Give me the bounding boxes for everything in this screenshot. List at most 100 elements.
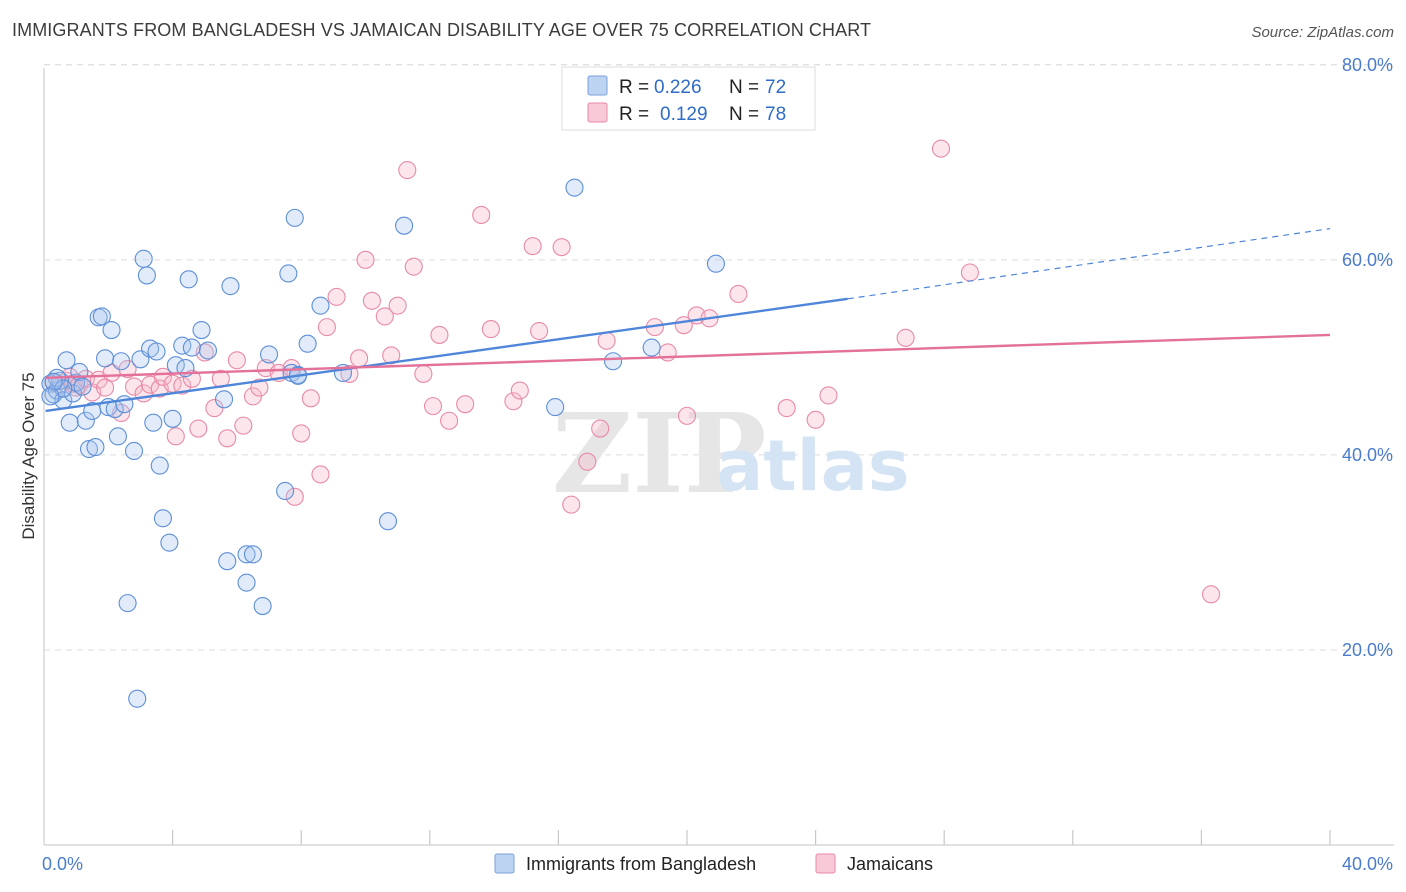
jamaicans-point xyxy=(896,328,915,347)
watermark: ZIP atlas xyxy=(552,389,910,518)
jamaicans-point xyxy=(472,205,491,225)
jamaicans-point xyxy=(227,351,246,370)
x-axis-ticks xyxy=(172,830,1331,845)
jamaicans-point xyxy=(578,452,597,471)
jamaicans-point xyxy=(456,395,475,414)
bangladesh-point xyxy=(642,338,661,357)
jamaicans-point xyxy=(234,416,253,435)
bangladesh-point xyxy=(102,320,121,340)
legend: R = 0.226 N = 72 R = 0.129 N = 78 xyxy=(561,66,816,131)
bangladesh-trend-extension xyxy=(847,228,1331,300)
jamaicans-point xyxy=(552,238,571,257)
jamaicans-point xyxy=(440,411,459,430)
y-tick-label: 80.0% xyxy=(1342,55,1393,75)
jamaicans-point xyxy=(430,325,449,344)
bangladesh-point xyxy=(311,296,330,315)
bangladesh-point xyxy=(76,411,95,430)
bangladesh-point xyxy=(706,254,725,273)
bangladesh-point xyxy=(112,352,131,371)
bangladesh-point xyxy=(118,594,137,613)
bangladesh-point xyxy=(96,349,115,368)
jamaicans-point xyxy=(382,346,401,365)
bangladesh-point xyxy=(124,441,144,461)
bangladesh-point xyxy=(163,409,182,428)
bangladesh-point xyxy=(214,390,234,409)
bangladesh-point xyxy=(565,178,584,197)
x-tick-label-min: 0.0% xyxy=(42,854,83,874)
bottom-legend-swatch-jamaicans xyxy=(815,853,836,874)
jamaicans-point xyxy=(597,331,616,350)
bangladesh-point xyxy=(153,509,173,528)
jamaicans-point xyxy=(398,161,417,180)
x-tick-label-max: 40.0% xyxy=(1342,854,1393,874)
jamaicans-point xyxy=(311,465,330,484)
bangladesh-point xyxy=(182,338,201,357)
legend-swatch-bangladesh xyxy=(587,75,608,96)
bangladesh-point xyxy=(378,512,398,531)
bangladesh-point xyxy=(237,573,256,592)
bangladesh-point xyxy=(298,334,317,353)
jamaicans-point xyxy=(931,139,951,158)
legend-r-value: 0.226 xyxy=(654,77,702,98)
legend-r-label: R = xyxy=(619,104,649,125)
jamaicans-point xyxy=(292,424,311,443)
jamaicans-point xyxy=(182,369,201,388)
bangladesh-point xyxy=(144,413,163,432)
bangladesh-point xyxy=(150,456,169,475)
bangladesh-point xyxy=(86,438,105,457)
bangladesh-point xyxy=(253,597,272,616)
jamaicans-point xyxy=(562,495,581,514)
y-tick-label: 40.0% xyxy=(1342,445,1393,465)
bangladesh-point xyxy=(198,341,218,360)
jamaicans-point xyxy=(375,307,394,326)
jamaicans-point xyxy=(317,318,336,337)
bangladesh-point xyxy=(546,398,565,417)
bangladesh-point xyxy=(92,307,111,326)
bangladesh-point xyxy=(57,351,76,370)
bangladesh-point xyxy=(147,342,166,361)
bangladesh-point xyxy=(218,552,237,571)
jamaicans-point xyxy=(250,378,269,397)
legend-n-value: 78 xyxy=(765,104,786,125)
bangladesh-point xyxy=(79,439,99,459)
y-axis-label: Disability Age Over 75 xyxy=(19,372,38,539)
chart-title: IMMIGRANTS FROM BANGLADESH VS JAMAICAN D… xyxy=(12,20,872,40)
jamaicans-point xyxy=(481,320,500,339)
jamaicans-point xyxy=(806,410,825,429)
jamaicans-point xyxy=(327,287,346,306)
legend-n-label: N = xyxy=(729,77,759,98)
bangladesh-point xyxy=(134,249,153,268)
jamaicans-point xyxy=(504,392,523,411)
jamaicans-point xyxy=(356,250,375,269)
jamaicans-point xyxy=(677,406,697,425)
jamaicans-point xyxy=(414,364,433,383)
jamaicans-point xyxy=(510,381,529,400)
bangladesh-point xyxy=(41,387,60,406)
legend-r-value: 0.129 xyxy=(660,104,708,125)
jamaicans-point xyxy=(124,377,144,396)
jamaicans-point xyxy=(285,487,304,506)
bangladesh-point xyxy=(73,377,92,396)
jamaicans-point xyxy=(218,429,237,448)
jamaicans-point xyxy=(301,389,320,408)
bangladesh-point xyxy=(259,345,279,364)
bangladesh-point xyxy=(60,413,79,432)
legend-n-label: N = xyxy=(729,104,759,125)
trend-lines xyxy=(45,228,1331,413)
jamaicans-point xyxy=(388,296,407,315)
gridlines xyxy=(44,64,1394,651)
bangladesh-point xyxy=(604,352,623,371)
bangladesh-point xyxy=(44,372,63,391)
bangladesh-point xyxy=(285,208,304,227)
bangladesh-point xyxy=(160,533,179,552)
jamaicans-point xyxy=(960,263,979,282)
legend-r-label: R = xyxy=(619,77,649,98)
bottom-legend: Immigrants from Bangladesh Jamaicans xyxy=(494,853,933,874)
jamaicans-trend-line xyxy=(45,333,1331,380)
bottom-legend-label-jamaicans: Jamaicans xyxy=(847,854,933,874)
bangladesh-point xyxy=(192,320,211,340)
y-tick-labels: 20.0% 40.0% 60.0% 80.0% xyxy=(1342,55,1393,660)
jamaicans-point xyxy=(777,399,796,418)
bangladesh-point xyxy=(279,264,298,283)
